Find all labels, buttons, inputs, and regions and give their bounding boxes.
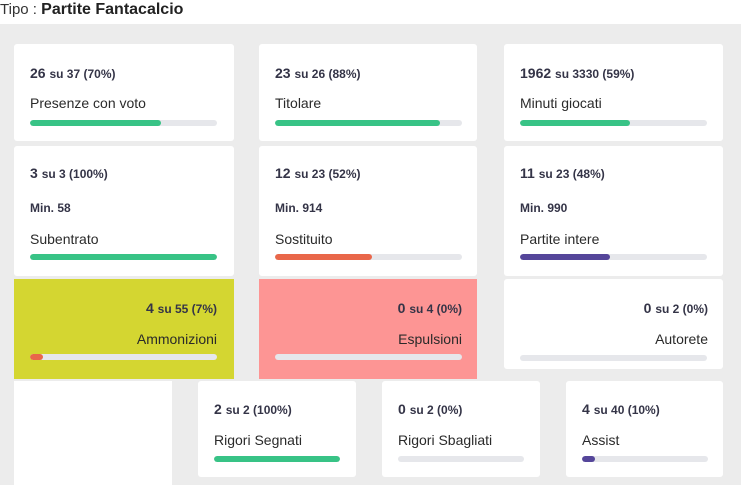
stat-detail: su 23 (52%) — [294, 167, 361, 181]
progress-track — [582, 456, 708, 462]
card-label: Subentrato — [30, 231, 99, 247]
progress-track — [30, 120, 217, 126]
stat-rigori-sbagliati: 0 su 2 (0%) — [398, 401, 462, 417]
stat-rigori-segnati: 2 su 2 (100%) — [214, 401, 292, 417]
card-label: Autorete — [655, 331, 708, 347]
progress-fill — [275, 254, 373, 260]
card-subentrato: 3 su 3 (100%) Min. 58 Subentrato — [14, 146, 234, 276]
card-label: Sostituito — [275, 231, 333, 247]
stat-autorete: 0 su 2 (0%) — [644, 300, 708, 316]
progress-track — [520, 254, 707, 260]
progress-fill — [275, 120, 440, 126]
stat-ammonizioni: 4 su 55 (7%) — [146, 300, 217, 316]
stat-espulsioni: 0 su 4 (0%) — [398, 300, 462, 316]
card-presenze: 26 su 37 (70%) Presenze con voto — [14, 44, 234, 141]
type-header-text: Tipo : Partite Fantacalcio — [0, 1, 183, 19]
stat-value: 4 — [582, 401, 590, 417]
card-minuti: 1962 su 3330 (59%) Minuti giocati — [504, 44, 723, 141]
progress-track — [398, 456, 524, 462]
card-label: Ammonizioni — [136, 331, 217, 347]
progress-track — [30, 354, 217, 360]
stat-detail: su 37 (70%) — [49, 67, 116, 81]
card-rigori-sbagliati: 0 su 2 (0%) Rigori Sbagliati — [382, 381, 540, 477]
minutes-text: Min. 990 — [520, 201, 568, 215]
stat-value: 11 — [520, 165, 535, 181]
stat-titolare: 23 su 26 (88%) — [275, 65, 361, 81]
stat-detail: su 3330 (59%) — [555, 67, 635, 81]
stat-assist: 4 su 40 (10%) — [582, 401, 660, 417]
card-espulsioni: 0 su 4 (0%) Espulsioni — [259, 279, 477, 379]
progress-fill — [214, 456, 340, 462]
stat-value: 0 — [643, 300, 652, 316]
stat-value: 0 — [398, 401, 406, 417]
progress-fill — [582, 456, 595, 462]
card-label: Espulsioni — [398, 331, 462, 347]
progress-fill — [520, 120, 631, 126]
stat-value: 3 — [30, 165, 38, 181]
stat-minuti: 1962 su 3330 (59%) — [520, 65, 634, 81]
card-assist: 4 su 40 (10%) Assist — [566, 381, 723, 477]
progress-track — [520, 120, 707, 126]
progress-track — [214, 456, 340, 462]
minutes-text: Min. 58 — [30, 201, 71, 215]
card-label: Titolare — [275, 95, 322, 111]
card-empty — [14, 381, 172, 485]
card-sostituito: 12 su 23 (52%) Min. 914 Sostituito — [259, 146, 477, 276]
card-intere: 11 su 23 (48%) Min. 990 Partite intere — [504, 146, 723, 276]
stat-detail: su 2 (0%) — [655, 302, 708, 316]
stat-subentrato: 3 su 3 (100%) — [30, 165, 108, 181]
stat-sostituito: 12 su 23 (52%) — [275, 165, 361, 181]
stat-value: 4 — [145, 300, 154, 316]
stat-detail: su 26 (88%) — [294, 67, 361, 81]
progress-fill — [30, 254, 217, 260]
stat-detail: su 3 (100%) — [41, 167, 108, 181]
card-titolare: 23 su 26 (88%) Titolare — [259, 44, 477, 141]
stat-detail: su 40 (10%) — [593, 403, 660, 417]
progress-track — [275, 120, 462, 126]
minutes-text: Min. 914 — [275, 201, 323, 215]
card-label: Rigori Segnati — [214, 432, 302, 448]
progress-track — [520, 355, 707, 361]
progress-fill — [30, 120, 161, 126]
progress-track — [30, 254, 217, 260]
card-label: Assist — [582, 432, 620, 448]
card-autorete: 0 su 2 (0%) Autorete — [504, 279, 723, 369]
type-header: Tipo : Partite Fantacalcio — [0, 0, 741, 24]
type-value: Partite Fantacalcio — [41, 1, 184, 18]
stat-value: 0 — [397, 300, 406, 316]
stat-intere: 11 su 23 (48%) — [520, 165, 605, 181]
card-label: Rigori Sbagliati — [398, 432, 493, 448]
stat-value: 12 — [275, 165, 291, 181]
stat-detail: su 2 (0%) — [409, 403, 463, 417]
stat-detail: su 55 (7%) — [157, 302, 217, 316]
stat-value: 2 — [214, 401, 222, 417]
card-label: Presenze con voto — [30, 95, 146, 111]
progress-fill — [30, 354, 44, 360]
progress-track — [275, 354, 462, 360]
stat-value: 26 — [30, 65, 46, 81]
card-label: Minuti giocati — [520, 95, 602, 111]
progress-fill — [520, 254, 610, 260]
type-label: Tipo : — [0, 1, 42, 18]
stat-value: 1962 — [520, 65, 552, 81]
stat-detail: su 4 (0%) — [409, 302, 462, 316]
card-ammonizioni: 4 su 55 (7%) Ammonizioni — [14, 279, 234, 379]
card-rigori-segnati: 2 su 2 (100%) Rigori Segnati — [198, 381, 356, 477]
progress-track — [275, 254, 462, 260]
stat-presenze: 26 su 37 (70%) — [30, 65, 116, 81]
stat-detail: su 2 (100%) — [225, 403, 292, 417]
stat-detail: su 23 (48%) — [538, 167, 605, 181]
stat-value: 23 — [275, 65, 291, 81]
card-label: Partite intere — [520, 231, 600, 247]
